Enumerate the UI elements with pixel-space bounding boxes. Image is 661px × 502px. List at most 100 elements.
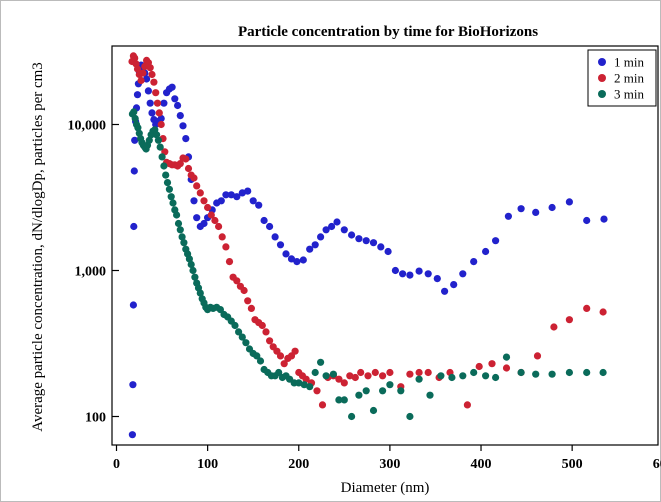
data-point — [340, 226, 348, 234]
data-point — [242, 339, 250, 347]
data-point — [386, 368, 394, 377]
data-point — [176, 112, 184, 120]
data-point — [233, 193, 241, 201]
data-point — [146, 99, 154, 107]
data-point — [600, 215, 608, 223]
data-point — [482, 247, 490, 256]
x-axis-label: Diameter (nm) — [341, 480, 430, 496]
y-tick-label: 1,000 — [75, 265, 107, 280]
data-point — [196, 189, 204, 197]
series-2 — [128, 108, 607, 421]
x-tick-label: 500 — [562, 457, 583, 472]
data-point — [463, 401, 471, 409]
data-point — [130, 167, 138, 175]
data-point — [227, 191, 235, 199]
data-point — [517, 205, 525, 213]
data-point — [217, 197, 225, 205]
data-point — [130, 108, 138, 116]
data-point — [517, 368, 525, 377]
data-point — [152, 89, 160, 97]
data-point — [548, 203, 556, 212]
data-point — [218, 233, 226, 241]
data-point — [255, 201, 263, 209]
x-tick-label: 600 — [653, 457, 661, 472]
data-point — [583, 304, 591, 312]
data-point — [565, 198, 574, 206]
data-point — [340, 379, 348, 387]
data-point — [504, 212, 512, 220]
data-point — [377, 243, 385, 251]
data-point — [148, 109, 156, 117]
data-point — [244, 187, 252, 195]
plot-area — [111, 45, 659, 446]
data-point — [406, 370, 414, 378]
data-point — [189, 266, 197, 275]
data-point — [282, 250, 290, 258]
data-point — [131, 114, 139, 123]
data-point — [276, 241, 285, 249]
data-point — [260, 216, 268, 225]
legend-marker — [598, 74, 606, 82]
x-tick-label: 200 — [288, 457, 309, 472]
data-point — [174, 219, 183, 228]
data-point — [157, 114, 165, 123]
data-point — [167, 193, 175, 201]
legend-entry: 2 min — [614, 71, 644, 86]
legend-entry: 1 min — [614, 55, 644, 70]
data-point — [200, 197, 208, 205]
data-point — [173, 211, 181, 219]
x-axis: 0 100 200 300 400 500 600 — [113, 445, 661, 472]
data-point — [340, 396, 348, 404]
data-point — [426, 391, 434, 399]
data-point — [130, 222, 138, 231]
x-tick-label: 100 — [197, 457, 218, 472]
data-point — [599, 308, 607, 316]
data-point — [247, 304, 255, 312]
data-point — [171, 95, 179, 103]
data-point — [157, 120, 165, 129]
data-point — [475, 362, 483, 371]
data-point — [386, 381, 394, 389]
data-point — [532, 208, 540, 216]
data-point — [168, 83, 176, 91]
legend-marker — [598, 58, 606, 66]
data-point — [415, 375, 423, 383]
data-point — [437, 372, 445, 380]
series-0 — [128, 61, 608, 439]
data-point — [178, 233, 186, 241]
data-point — [266, 337, 274, 345]
data-point — [225, 258, 234, 266]
data-point — [335, 396, 343, 404]
data-point — [532, 370, 540, 378]
data-point — [211, 216, 219, 225]
data-point — [424, 368, 432, 377]
data-point — [369, 406, 378, 415]
data-point — [599, 368, 607, 377]
data-point — [200, 219, 208, 228]
data-point — [191, 273, 199, 281]
data-point — [176, 226, 184, 234]
data-point — [133, 65, 142, 73]
data-point — [470, 258, 478, 266]
data-point — [550, 323, 558, 331]
data-point — [565, 368, 574, 377]
data-point — [397, 387, 405, 395]
data-point — [384, 247, 392, 256]
data-point — [238, 189, 246, 197]
data-point — [399, 270, 407, 278]
data-point — [156, 143, 164, 151]
data-point — [233, 277, 241, 285]
data-point — [253, 352, 261, 360]
data-point — [302, 375, 310, 383]
data-point — [240, 286, 248, 295]
data-point — [441, 287, 449, 295]
x-tick-label: 0 — [113, 457, 120, 472]
y-axis: 100 1,000 10,000 — [68, 119, 119, 426]
data-point — [160, 162, 168, 170]
data-point — [299, 256, 307, 264]
data-point — [155, 109, 163, 117]
data-point — [131, 54, 139, 62]
data-point — [163, 179, 172, 187]
data-point — [415, 267, 423, 275]
